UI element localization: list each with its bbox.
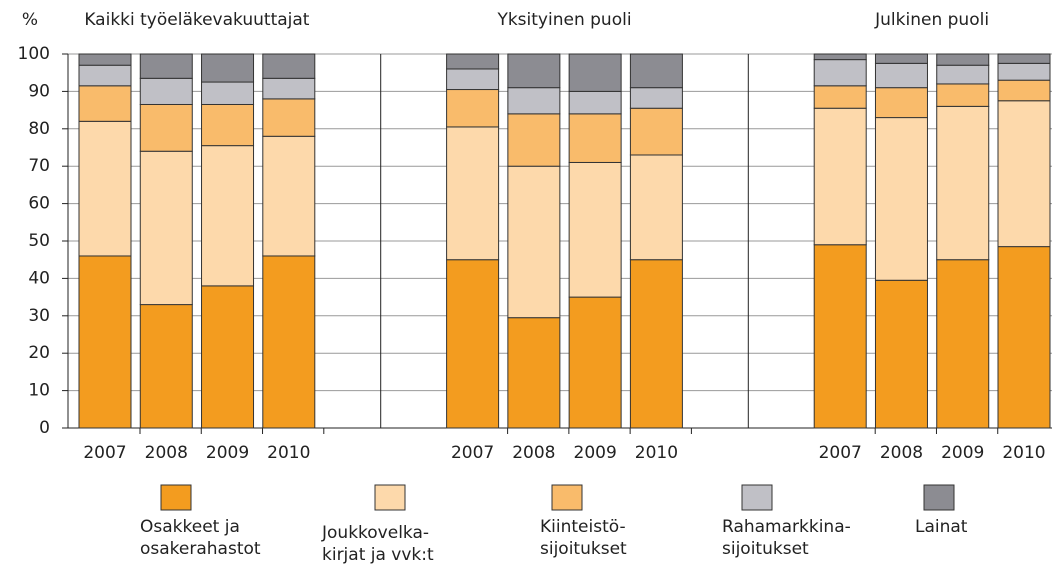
bar-segment <box>874 117 928 281</box>
bar-segment <box>201 145 255 287</box>
x-tick-label: 2008 <box>512 443 555 463</box>
bar-segment <box>997 79 1051 102</box>
legend-swatch <box>160 484 192 511</box>
x-tick-label: 2010 <box>635 443 678 463</box>
bar-segment <box>139 150 193 306</box>
legend-swatch <box>551 484 583 511</box>
x-tick-label: 2008 <box>145 443 188 463</box>
bar-segment <box>201 285 255 429</box>
bar-segment <box>874 53 928 64</box>
x-tick-label: 2010 <box>1002 443 1045 463</box>
bar-segment <box>813 244 867 429</box>
bar-segment <box>446 126 500 261</box>
bar-segment <box>262 53 316 79</box>
bar-segment <box>629 53 683 89</box>
bar-segment <box>936 83 990 107</box>
x-tick-label: 2009 <box>206 443 249 463</box>
bar-segment <box>629 259 683 429</box>
bar-segment <box>507 113 561 167</box>
bar-segment <box>78 85 132 122</box>
x-tick-label: 2008 <box>880 443 923 463</box>
bar-segment <box>139 103 193 152</box>
bar-segment <box>507 53 561 89</box>
bar-segment <box>997 100 1051 248</box>
y-tick-label: 30 <box>28 306 50 326</box>
y-tick-label: 20 <box>28 343 50 363</box>
y-tick-label: 100 <box>18 44 50 64</box>
y-tick-label: 90 <box>28 81 50 101</box>
bar-segment <box>568 53 622 92</box>
bar-segment <box>262 135 316 257</box>
legend-label: Osakkeet ja osakerahastot <box>140 517 261 559</box>
bar-segment <box>629 107 683 156</box>
legend-label: Joukkovelka- kirjat ja vvk:t <box>322 523 434 565</box>
bar-segment <box>201 81 255 105</box>
bar-segment <box>629 87 683 109</box>
bar-segment <box>446 89 500 128</box>
x-tick-label: 2007 <box>819 443 862 463</box>
bar-segment <box>813 107 867 246</box>
y-tick-label: 60 <box>28 194 50 214</box>
x-tick-label: 2007 <box>83 443 126 463</box>
y-tick-label: 50 <box>28 231 50 251</box>
legend-swatch <box>741 484 773 511</box>
bar-segment <box>139 304 193 429</box>
group-title: Kaikki työeläkevakuuttajat <box>84 10 309 30</box>
legend-label: Kiinteistö- sijoitukset <box>540 517 627 559</box>
bar-segment <box>446 53 500 70</box>
y-tick-label: 80 <box>28 119 50 139</box>
x-tick-label: 2009 <box>941 443 984 463</box>
bar-segment <box>78 120 132 257</box>
legend-swatch <box>374 484 406 511</box>
legend-swatch <box>923 484 955 511</box>
bar-segment <box>813 53 867 61</box>
bar-segment <box>997 246 1051 429</box>
bar-segment <box>936 64 990 85</box>
x-tick-label: 2010 <box>267 443 310 463</box>
bar-segment <box>507 165 561 319</box>
y-tick-label: 40 <box>28 268 50 288</box>
bar-segment <box>997 53 1051 64</box>
bar-segment <box>78 64 132 87</box>
bar-segment <box>139 53 193 79</box>
bar-segment <box>874 87 928 119</box>
bar-segment <box>446 68 500 91</box>
bar-segment <box>997 62 1051 81</box>
group-title: Yksityinen puoli <box>496 10 631 30</box>
bar-segment <box>568 296 622 429</box>
bar-segment <box>507 87 561 115</box>
bar-segment <box>874 279 928 429</box>
bar-segment <box>262 98 316 137</box>
bar-segment <box>568 161 622 298</box>
x-tick-label: 2007 <box>451 443 494 463</box>
bar-segment <box>78 53 132 66</box>
y-axis-label: % <box>22 10 38 30</box>
y-tick-label: 10 <box>28 381 50 401</box>
bar-segment <box>262 77 316 100</box>
bar-segment <box>936 259 990 429</box>
bar-segment <box>139 77 193 105</box>
bar-segment <box>874 62 928 89</box>
bar-segment <box>507 317 561 429</box>
legend-label: Rahamarkkina- sijoitukset <box>722 517 851 559</box>
bar-segment <box>936 53 990 66</box>
bar-segment <box>201 103 255 147</box>
bar-segment <box>446 259 500 429</box>
bar-segment <box>936 105 990 261</box>
bar-segment <box>629 154 683 261</box>
bar-segment <box>78 255 132 429</box>
bar-segment <box>568 90 622 115</box>
legend-label: Lainat <box>915 517 968 537</box>
bar-segment <box>813 59 867 87</box>
y-tick-label: 70 <box>28 156 50 176</box>
y-tick-label: 0 <box>39 418 50 438</box>
bar-segment <box>201 53 255 83</box>
bar-segment <box>813 85 867 109</box>
bar-segment <box>262 255 316 429</box>
bar-segment <box>568 113 622 163</box>
group-title: Julkinen puoli <box>874 10 989 30</box>
x-tick-label: 2009 <box>574 443 617 463</box>
